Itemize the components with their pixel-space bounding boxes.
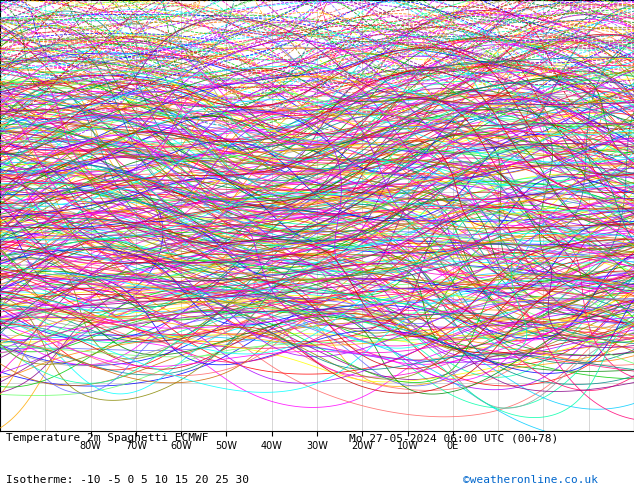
Text: 20: 20 xyxy=(232,235,240,242)
Text: 5: 5 xyxy=(627,161,631,167)
Text: 20: 20 xyxy=(180,240,188,247)
Text: -10: -10 xyxy=(128,19,138,29)
Text: 30: 30 xyxy=(617,333,624,338)
Text: 15: 15 xyxy=(180,217,188,224)
Text: 30: 30 xyxy=(359,316,368,323)
Text: 10: 10 xyxy=(162,182,170,188)
Text: -5: -5 xyxy=(604,43,610,49)
Text: 30: 30 xyxy=(55,341,63,348)
Text: 0: 0 xyxy=(210,120,216,126)
Text: -5: -5 xyxy=(96,53,104,60)
Text: Mo 27-05-2024 06:00 UTC (00+78): Mo 27-05-2024 06:00 UTC (00+78) xyxy=(349,434,558,443)
Text: 0: 0 xyxy=(541,103,544,109)
Text: 10: 10 xyxy=(391,170,399,178)
Text: 30: 30 xyxy=(214,329,222,335)
Text: -10: -10 xyxy=(568,6,578,12)
Text: 0: 0 xyxy=(510,85,517,91)
Text: 30: 30 xyxy=(526,321,534,329)
Text: 25: 25 xyxy=(103,285,111,293)
Text: 20: 20 xyxy=(498,273,507,281)
Text: 25: 25 xyxy=(160,270,167,276)
Text: 10: 10 xyxy=(75,181,84,188)
Text: -5: -5 xyxy=(444,18,451,25)
Text: Isotherme: -10 -5 0 5 10 15 20 25 30: Isotherme: -10 -5 0 5 10 15 20 25 30 xyxy=(6,475,249,485)
Text: 10: 10 xyxy=(242,184,249,191)
Text: -10: -10 xyxy=(611,17,621,23)
Text: -10: -10 xyxy=(56,10,66,20)
Text: 15: 15 xyxy=(501,200,510,209)
Text: 25: 25 xyxy=(348,314,356,320)
Text: ©weatheronline.co.uk: ©weatheronline.co.uk xyxy=(463,475,598,485)
Text: 30: 30 xyxy=(301,321,309,327)
Text: Temperature 2m Spaghetti ECMWF: Temperature 2m Spaghetti ECMWF xyxy=(6,434,209,443)
Text: 10: 10 xyxy=(200,201,209,209)
Text: -5: -5 xyxy=(249,61,256,68)
Text: 20: 20 xyxy=(460,227,469,235)
Text: 15: 15 xyxy=(410,220,417,227)
Text: 10: 10 xyxy=(162,180,170,185)
Text: 0: 0 xyxy=(539,68,543,73)
Text: -10: -10 xyxy=(399,0,410,3)
Text: 20: 20 xyxy=(26,262,33,268)
Text: -10: -10 xyxy=(554,38,564,47)
Text: 15: 15 xyxy=(242,208,249,215)
Text: 15: 15 xyxy=(71,233,79,241)
Text: 5: 5 xyxy=(113,142,117,147)
Text: 5: 5 xyxy=(632,129,634,134)
Text: 5: 5 xyxy=(199,129,205,135)
Text: -5: -5 xyxy=(392,37,399,44)
Text: 15: 15 xyxy=(398,199,406,207)
Text: 25: 25 xyxy=(157,255,165,264)
Text: 30: 30 xyxy=(266,301,275,307)
Text: 5: 5 xyxy=(554,147,559,152)
Text: -10: -10 xyxy=(124,20,134,29)
Text: -10: -10 xyxy=(190,2,200,11)
Text: 20: 20 xyxy=(425,254,434,261)
Text: 0: 0 xyxy=(182,116,186,121)
Text: 5: 5 xyxy=(300,122,304,128)
